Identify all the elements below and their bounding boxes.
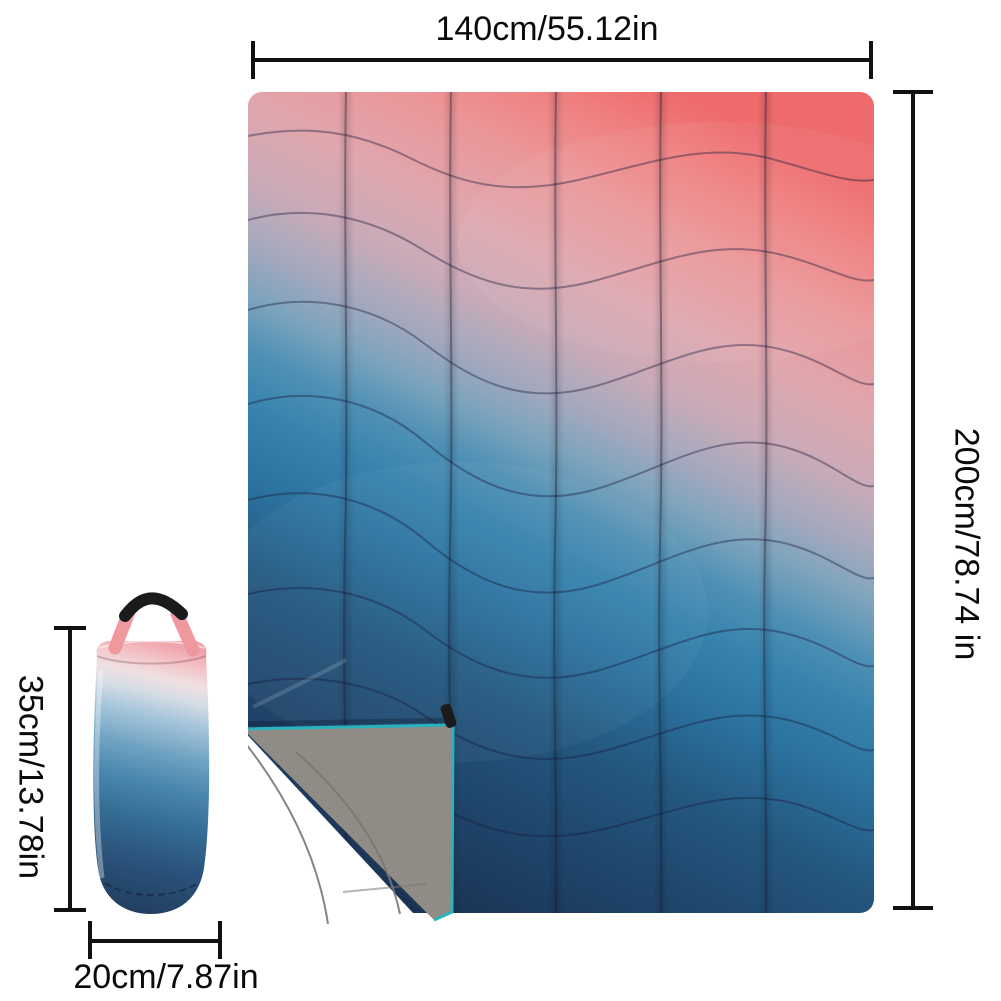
blanket-width-line-right-cap (869, 41, 873, 79)
underside-seams (248, 744, 427, 925)
sack-width-line-left-cap (88, 921, 92, 959)
hang-loop (440, 703, 457, 728)
sack-bottom-seam (104, 882, 199, 896)
sack-side-sheen (94, 669, 105, 879)
sack-height-line-top-cap (54, 626, 86, 630)
folded-corner (248, 703, 457, 925)
sack-height-line-bottom-cap (54, 908, 86, 912)
sack-width-line (90, 939, 220, 943)
sack-carry-strap (119, 592, 188, 622)
sack-body (93, 641, 210, 914)
sack-height-line (68, 628, 72, 912)
sack-roll-crease (96, 655, 207, 665)
blanket-length-label: 200cm/78.74 in (947, 427, 986, 661)
blanket-underside (248, 725, 453, 920)
blanket-quilt (248, 92, 874, 913)
sack-width-label: 20cm/7.87in (73, 958, 259, 996)
blanket-length-line-bottom-cap (893, 906, 933, 910)
stuff-sack-graphic (93, 592, 210, 914)
sack-width-line-right-cap (218, 921, 222, 959)
lifted-corner-cutout (248, 735, 440, 942)
blanket-width-label: 140cm/55.12in (435, 10, 659, 48)
blanket-length-line (911, 92, 915, 910)
blanket-graphic (248, 92, 874, 942)
sack-height-label: 35cm/13.78in (11, 674, 50, 880)
blanket-width-line (253, 58, 873, 62)
blanket-vertical-seams (343, 92, 768, 913)
blanket-width-line-left-cap (251, 41, 255, 79)
edge-trim (248, 723, 455, 922)
fold-crease-shadow (248, 717, 454, 727)
blanket-wave-seams (248, 129, 874, 838)
blanket-length-line-top-cap (893, 90, 933, 94)
